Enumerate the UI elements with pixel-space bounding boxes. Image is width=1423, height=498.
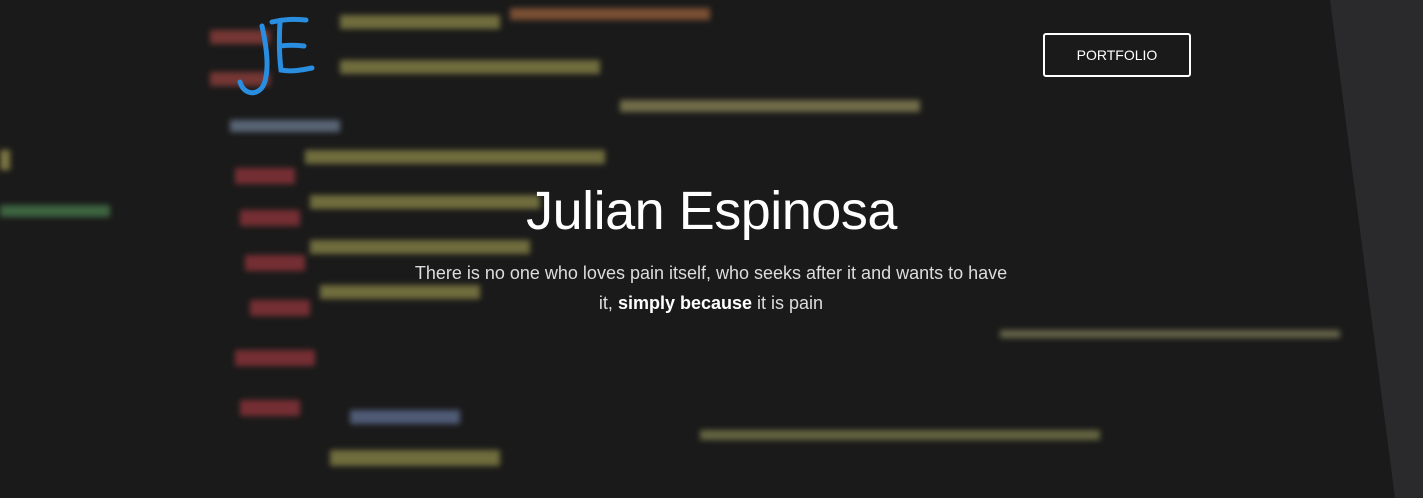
hero-title: Julian Espinosa — [526, 181, 897, 241]
portfolio-button[interactable]: PORTFOLIO — [1043, 33, 1191, 77]
subtitle-text: it is pain — [752, 293, 824, 313]
hero-subtitle: There is no one who loves pain itself, w… — [411, 258, 1011, 318]
subtitle-text: There is no one who loves pain itself, w… — [414, 263, 1008, 313]
logo[interactable] — [232, 14, 322, 104]
subtitle-bold: simply because — [617, 293, 753, 313]
